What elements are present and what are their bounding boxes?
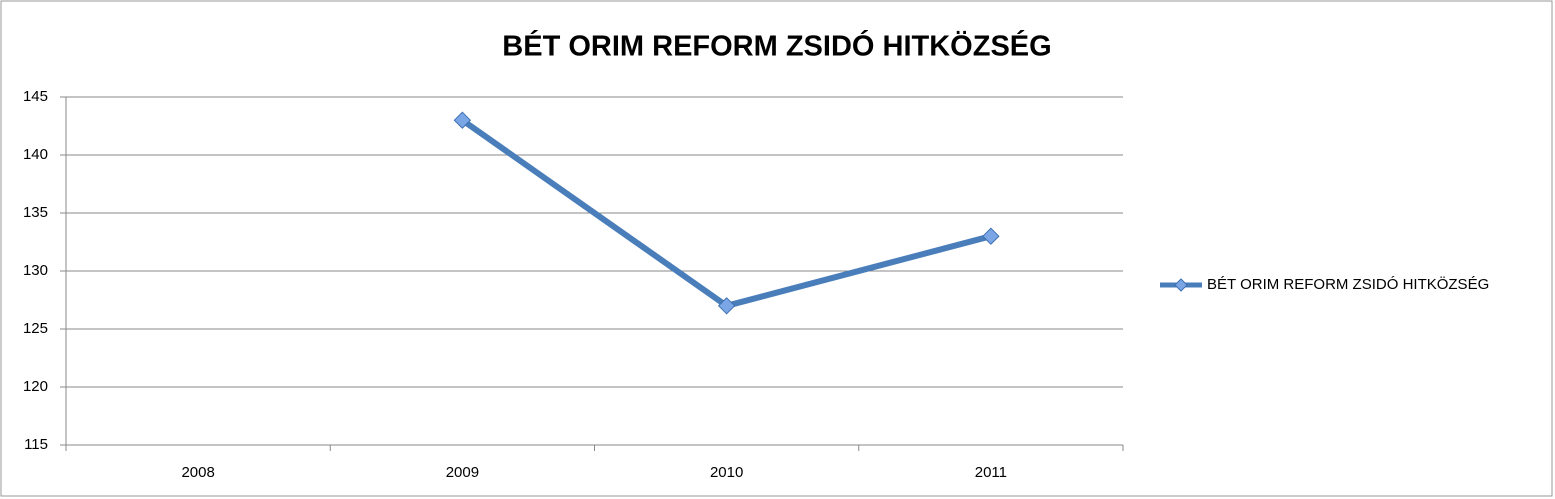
y-tick-label: 125 bbox=[23, 320, 48, 337]
y-tick-label: 130 bbox=[23, 262, 48, 279]
y-tick-label: 120 bbox=[23, 378, 48, 395]
y-tick-label: 115 bbox=[24, 436, 48, 453]
x-tick-label: 2008 bbox=[181, 464, 214, 481]
x-tick-label: 2009 bbox=[446, 464, 479, 481]
data-point bbox=[717, 297, 736, 315]
y-tick-label: 140 bbox=[23, 146, 48, 163]
legend-marker bbox=[1174, 278, 1188, 292]
data-point bbox=[453, 111, 472, 129]
y-tick-label: 135 bbox=[23, 204, 48, 221]
x-tick-label: 2010 bbox=[710, 464, 743, 481]
chart-title: BÉT ORIM REFORM ZSIDÓ HITKÖZSÉG bbox=[502, 29, 1051, 63]
data-point bbox=[982, 227, 1000, 245]
x-tick-label: 2011 bbox=[975, 464, 1007, 481]
legend-label: BÉT ORIM REFORM ZSIDÓ HITKÖZSÉG bbox=[1207, 275, 1489, 293]
y-tick-label: 145 bbox=[23, 88, 48, 105]
